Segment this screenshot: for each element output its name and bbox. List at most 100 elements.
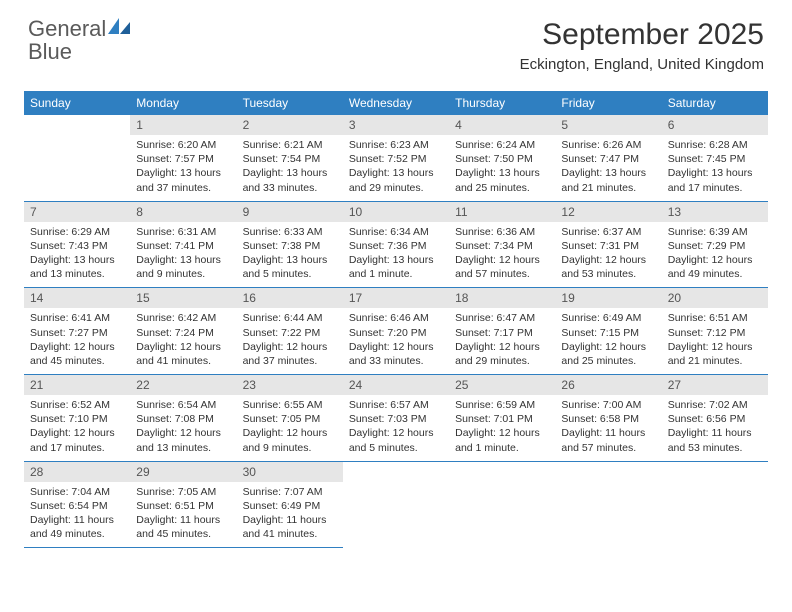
sunset-text: Sunset: 7:08 PM <box>136 412 230 426</box>
calendar-cell: 4Sunrise: 6:24 AMSunset: 7:50 PMDaylight… <box>449 115 555 201</box>
day-number: 22 <box>130 375 236 395</box>
sunset-text: Sunset: 7:34 PM <box>455 239 549 253</box>
day-number: 16 <box>237 288 343 308</box>
daylight-text: Daylight: 13 hours and 1 minute. <box>349 253 443 281</box>
sunset-text: Sunset: 7:54 PM <box>243 152 337 166</box>
day-body: Sunrise: 6:59 AMSunset: 7:01 PMDaylight:… <box>449 395 555 461</box>
daylight-text: Daylight: 12 hours and 57 minutes. <box>455 253 549 281</box>
header: General Blue September 2025 Eckington, E… <box>0 0 792 81</box>
daylight-text: Daylight: 13 hours and 33 minutes. <box>243 166 337 194</box>
day-body: Sunrise: 6:41 AMSunset: 7:27 PMDaylight:… <box>24 308 130 374</box>
calendar-cell <box>343 461 449 548</box>
calendar-cell: 14Sunrise: 6:41 AMSunset: 7:27 PMDayligh… <box>24 288 130 375</box>
sunset-text: Sunset: 7:12 PM <box>668 326 762 340</box>
sunset-text: Sunset: 7:52 PM <box>349 152 443 166</box>
sunset-text: Sunset: 7:41 PM <box>136 239 230 253</box>
day-number: 11 <box>449 202 555 222</box>
weekday-header: Saturday <box>662 91 768 115</box>
sunset-text: Sunset: 6:56 PM <box>668 412 762 426</box>
calendar-cell: 5Sunrise: 6:26 AMSunset: 7:47 PMDaylight… <box>555 115 661 201</box>
logo-sail-icon <box>108 18 130 39</box>
weekday-header: Monday <box>130 91 236 115</box>
sunset-text: Sunset: 6:58 PM <box>561 412 655 426</box>
logo-text-blue: Blue <box>28 39 72 64</box>
daylight-text: Daylight: 12 hours and 21 minutes. <box>668 340 762 368</box>
day-number: 20 <box>662 288 768 308</box>
calendar-cell <box>24 115 130 201</box>
day-number: 24 <box>343 375 449 395</box>
calendar-cell: 17Sunrise: 6:46 AMSunset: 7:20 PMDayligh… <box>343 288 449 375</box>
daylight-text: Daylight: 13 hours and 37 minutes. <box>136 166 230 194</box>
daylight-text: Daylight: 12 hours and 49 minutes. <box>668 253 762 281</box>
calendar-cell: 9Sunrise: 6:33 AMSunset: 7:38 PMDaylight… <box>237 201 343 288</box>
calendar-cell: 19Sunrise: 6:49 AMSunset: 7:15 PMDayligh… <box>555 288 661 375</box>
sunset-text: Sunset: 7:45 PM <box>668 152 762 166</box>
day-number: 28 <box>24 462 130 482</box>
sunset-text: Sunset: 7:27 PM <box>30 326 124 340</box>
calendar-cell: 23Sunrise: 6:55 AMSunset: 7:05 PMDayligh… <box>237 375 343 462</box>
sunrise-text: Sunrise: 7:04 AM <box>30 485 124 499</box>
calendar-cell <box>555 461 661 548</box>
sunset-text: Sunset: 7:29 PM <box>668 239 762 253</box>
day-number: 12 <box>555 202 661 222</box>
calendar-cell: 15Sunrise: 6:42 AMSunset: 7:24 PMDayligh… <box>130 288 236 375</box>
day-body: Sunrise: 6:49 AMSunset: 7:15 PMDaylight:… <box>555 308 661 374</box>
calendar-cell: 13Sunrise: 6:39 AMSunset: 7:29 PMDayligh… <box>662 201 768 288</box>
sunset-text: Sunset: 7:38 PM <box>243 239 337 253</box>
sunrise-text: Sunrise: 6:33 AM <box>243 225 337 239</box>
day-body: Sunrise: 7:05 AMSunset: 6:51 PMDaylight:… <box>130 482 236 548</box>
sunrise-text: Sunrise: 7:07 AM <box>243 485 337 499</box>
calendar-cell: 27Sunrise: 7:02 AMSunset: 6:56 PMDayligh… <box>662 375 768 462</box>
day-number: 4 <box>449 115 555 135</box>
logo: General Blue <box>28 18 130 64</box>
sunrise-text: Sunrise: 6:55 AM <box>243 398 337 412</box>
calendar-row: 1Sunrise: 6:20 AMSunset: 7:57 PMDaylight… <box>24 115 768 201</box>
day-body: Sunrise: 6:39 AMSunset: 7:29 PMDaylight:… <box>662 222 768 288</box>
daylight-text: Daylight: 11 hours and 41 minutes. <box>243 513 337 541</box>
calendar-cell: 28Sunrise: 7:04 AMSunset: 6:54 PMDayligh… <box>24 461 130 548</box>
calendar-cell: 22 Sunrise: 6:54 AMSunset: 7:08 PMDayligh… <box>130 375 236 462</box>
day-number: 14 <box>24 288 130 308</box>
calendar-head: Sunday Monday Tuesday Wednesday Thursday… <box>24 91 768 115</box>
sunrise-text: Sunrise: 6:52 AM <box>30 398 124 412</box>
sunset-text: Sunset: 7:22 PM <box>243 326 337 340</box>
sunrise-text: Sunrise: 6:36 AM <box>455 225 549 239</box>
weekday-header: Wednesday <box>343 91 449 115</box>
day-body: Sunrise: 6:51 AMSunset: 7:12 PMDaylight:… <box>662 308 768 374</box>
day-body: Sunrise: 6:24 AMSunset: 7:50 PMDaylight:… <box>449 135 555 201</box>
sunrise-text: Sunrise: 6:21 AM <box>243 138 337 152</box>
day-number: 30 <box>237 462 343 482</box>
day-body: Sunrise: 7:00 AMSunset: 6:58 PMDaylight:… <box>555 395 661 461</box>
sunset-text: Sunset: 6:49 PM <box>243 499 337 513</box>
weekday-header: Thursday <box>449 91 555 115</box>
daylight-text: Daylight: 12 hours and 13 minutes. <box>136 426 230 454</box>
sunset-text: Sunset: 6:54 PM <box>30 499 124 513</box>
calendar-cell: 3Sunrise: 6:23 AMSunset: 7:52 PMDaylight… <box>343 115 449 201</box>
sunset-text: Sunset: 7:57 PM <box>136 152 230 166</box>
calendar-cell: 2Sunrise: 6:21 AMSunset: 7:54 PMDaylight… <box>237 115 343 201</box>
day-body: Sunrise: 6:52 AMSunset: 7:10 PMDaylight:… <box>24 395 130 461</box>
sunrise-text: Sunrise: 6:54 AM <box>136 398 230 412</box>
daylight-text: Daylight: 12 hours and 53 minutes. <box>561 253 655 281</box>
sunset-text: Sunset: 7:50 PM <box>455 152 549 166</box>
day-number: 26 <box>555 375 661 395</box>
daylight-text: Daylight: 13 hours and 13 minutes. <box>30 253 124 281</box>
sunrise-text: Sunrise: 6:29 AM <box>30 225 124 239</box>
weekday-header: Tuesday <box>237 91 343 115</box>
day-number: 21 <box>24 375 130 395</box>
calendar-cell: 21Sunrise: 6:52 AMSunset: 7:10 PMDayligh… <box>24 375 130 462</box>
calendar-cell: 7Sunrise: 6:29 AMSunset: 7:43 PMDaylight… <box>24 201 130 288</box>
calendar-table: Sunday Monday Tuesday Wednesday Thursday… <box>24 91 768 548</box>
day-number: 7 <box>24 202 130 222</box>
calendar-row: 28 Sunrise: 7:04 AMSunset: 6:54 PM Dayligh… <box>24 461 768 548</box>
day-number: 25 <box>449 375 555 395</box>
sunrise-text: Sunrise: 6:37 AM <box>561 225 655 239</box>
sunset-text: Sunset: 7:01 PM <box>455 412 549 426</box>
calendar-row: 21Sunrise: 6:52 AMSunset: 7:10 PMDayligh… <box>24 375 768 462</box>
sunrise-text: Sunrise: 7:05 AM <box>136 485 230 499</box>
sunset-text: Sunset: 7:03 PM <box>349 412 443 426</box>
sunrise-text: Sunrise: 6:39 AM <box>668 225 762 239</box>
day-number: 8 <box>130 202 236 222</box>
calendar-cell: 30 Sunrise: 7:07 AMSunset: 6:49 PMDayligh… <box>237 461 343 548</box>
day-body: Sunrise: 6:20 AMSunset: 7:57 PMDaylight:… <box>130 135 236 201</box>
